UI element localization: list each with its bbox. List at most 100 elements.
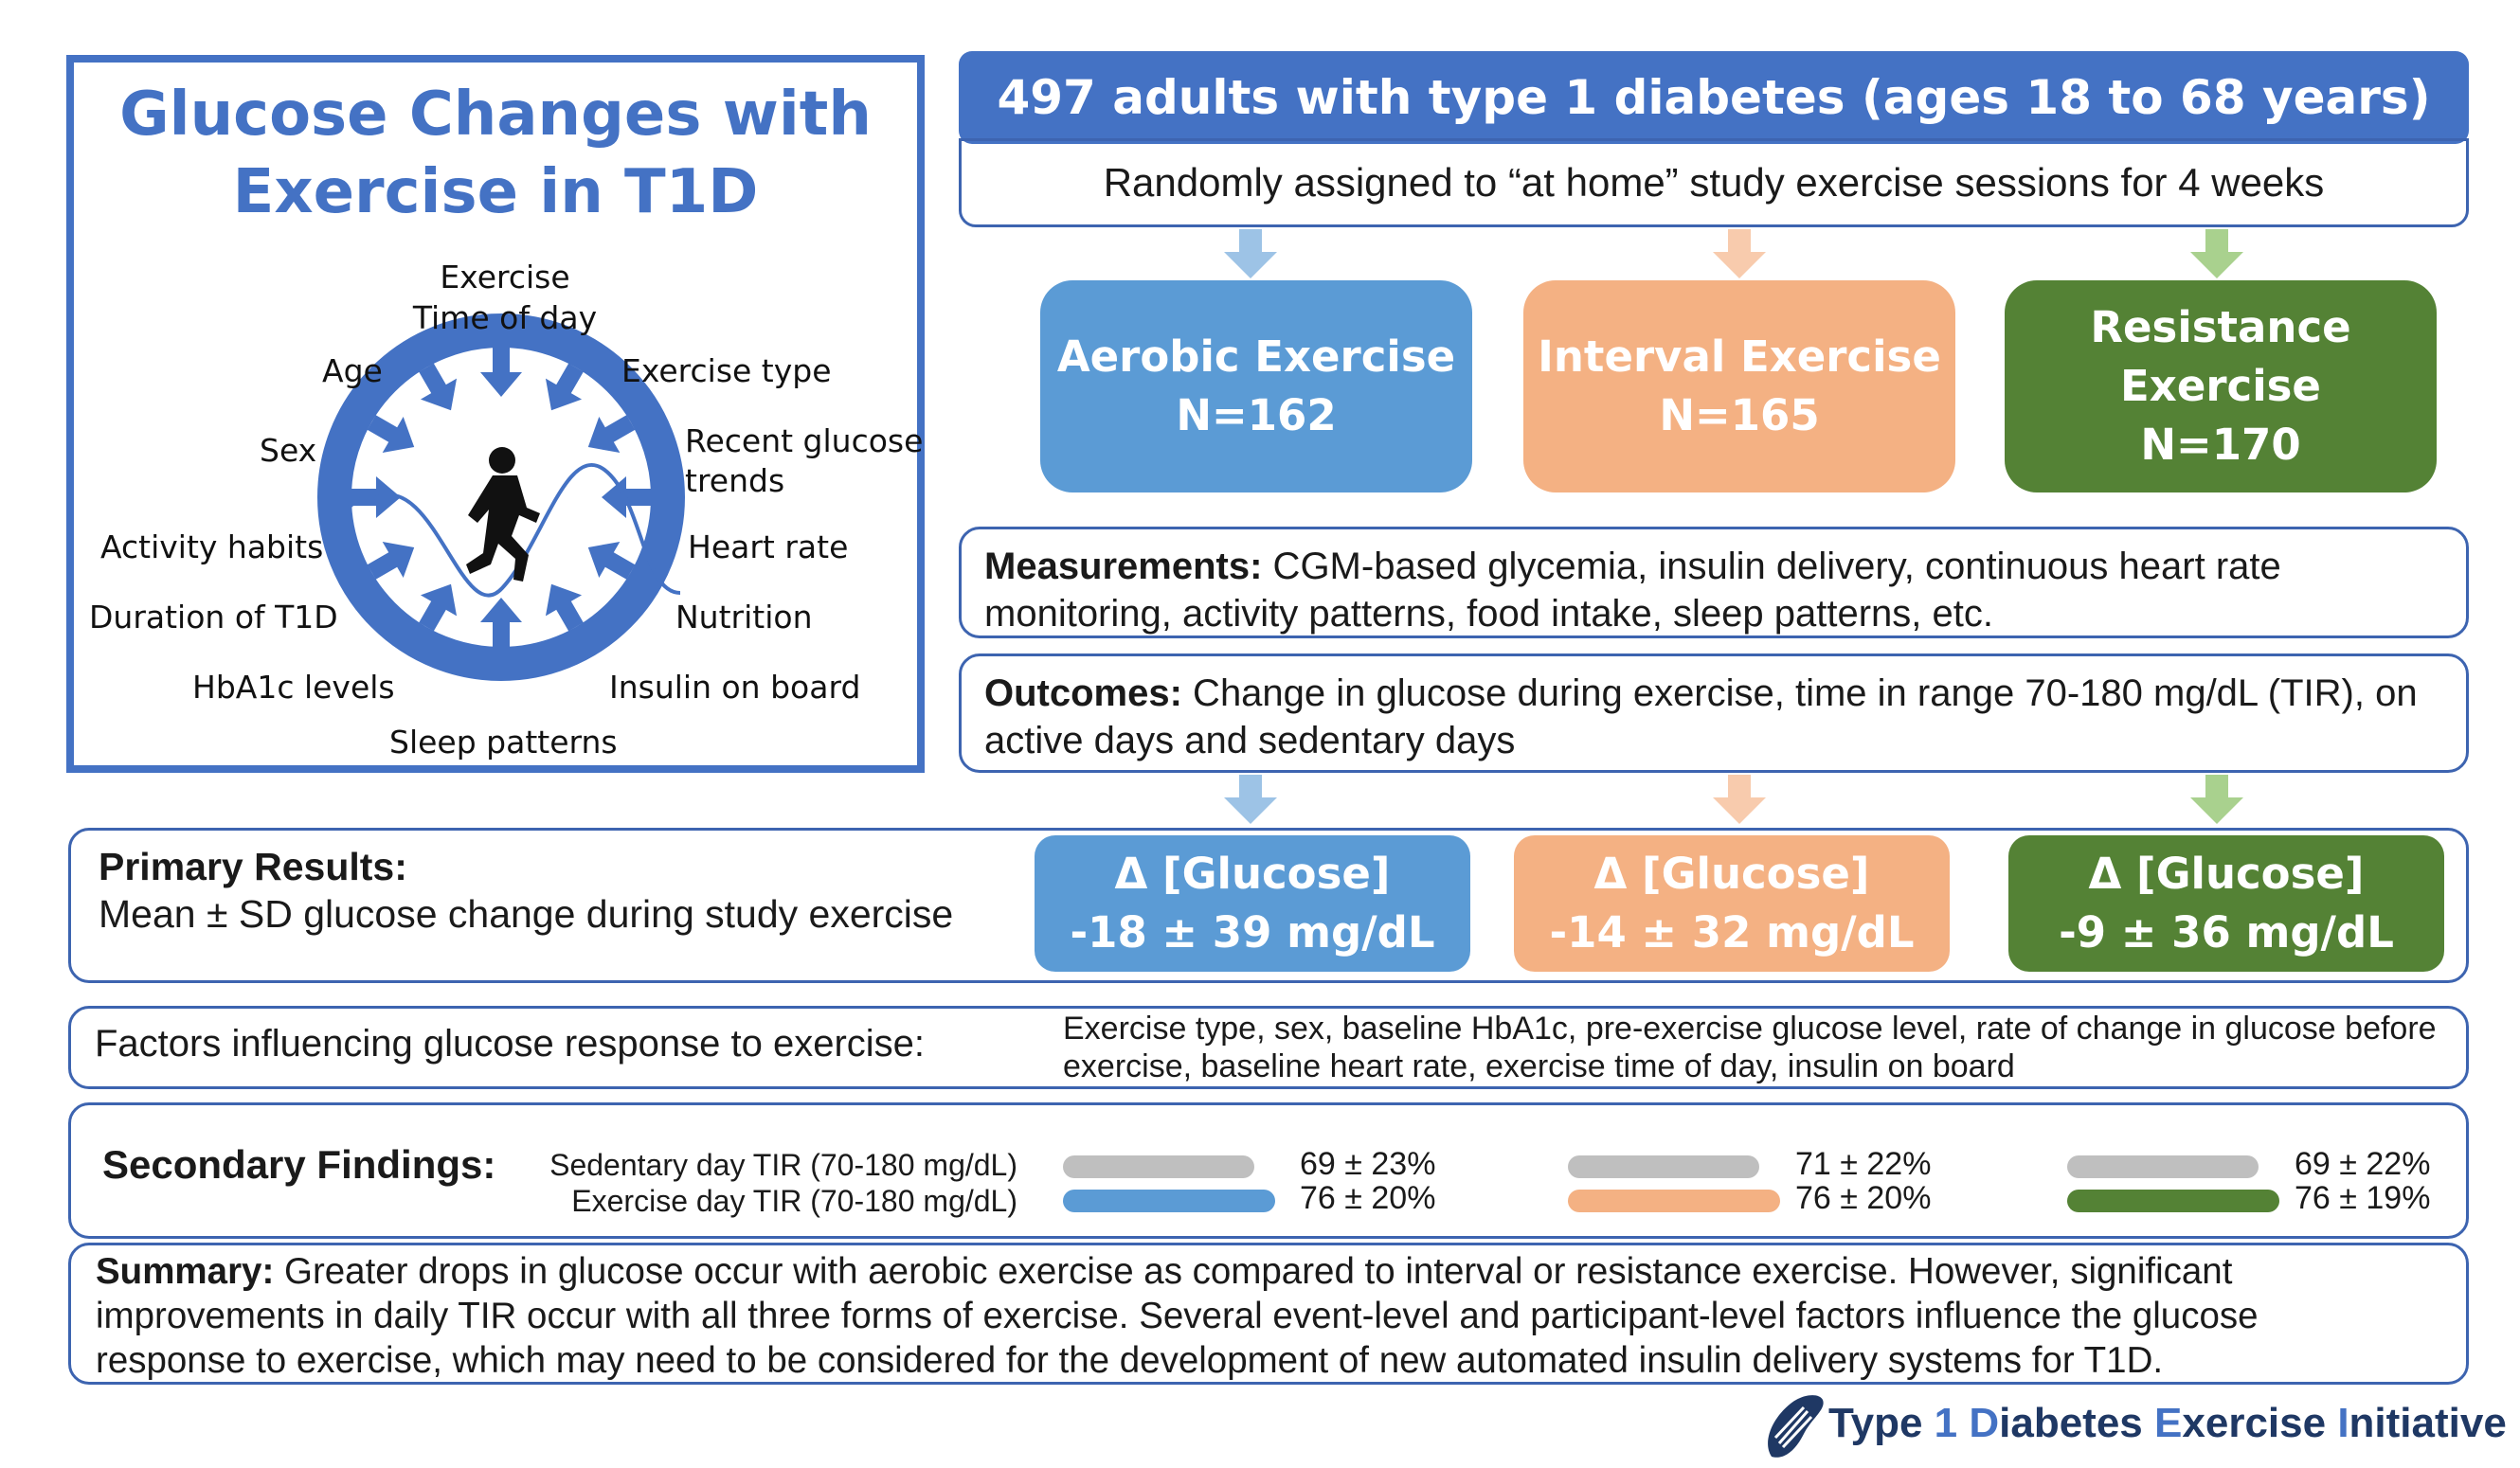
- summary-line1: Greater drops in glucose occur with aero…: [274, 1251, 2233, 1292]
- primary-results-label: Primary Results:: [99, 845, 407, 888]
- factor-duration: Duration of T1D: [89, 599, 338, 636]
- factor-time-of-day: Time of day: [412, 299, 598, 336]
- arrow-down-resistance: [2190, 229, 2243, 278]
- factors-list-line2: exercise, baseline heart rate, exercise …: [1063, 1048, 2015, 1084]
- arm-resistance: Resistance Exercise N=170: [2005, 280, 2437, 492]
- bar-interval-sedentary: [1568, 1155, 1759, 1178]
- result-interval: Δ [Glucose] -14 ± 32 mg/dL: [1514, 835, 1950, 972]
- factor-activity-habits: Activity habits: [100, 528, 324, 565]
- result-resistance: Δ [Glucose] -9 ± 36 mg/dL: [2008, 835, 2444, 972]
- factor-insulin: Insulin on board: [609, 669, 861, 706]
- arm-interval: Interval Exercise N=165: [1523, 280, 1955, 492]
- arm-resistance-n: N=170: [2140, 420, 2301, 470]
- stat-resistance-sedentary: 69 ± 22%: [2295, 1146, 2431, 1182]
- measurements-label: Measurements:: [984, 546, 1263, 587]
- factor-sex: Sex: [260, 432, 317, 469]
- exercise-label: Exercise day TIR (70-180 mg/dL): [571, 1184, 1017, 1218]
- bar-interval-exercise: [1568, 1190, 1780, 1212]
- factor-exercise-type: Exercise type: [621, 352, 832, 389]
- outcomes-label: Outcomes:: [984, 672, 1182, 714]
- logo-word-nitiative: nitiative: [2349, 1400, 2507, 1446]
- study-header: 497 adults with type 1 diabetes (ages 18…: [959, 51, 2469, 144]
- sedentary-label: Sedentary day TIR (70-180 mg/dL): [549, 1148, 1017, 1182]
- arm-resistance-name-1: Resistance: [2090, 302, 2351, 352]
- panel-title: Glucose Changes with Exercise in T1D: [74, 76, 917, 231]
- logo-text: Type 1 Diabetes Exercise Initiative: [1828, 1400, 2507, 1447]
- arm-resistance-name-2: Exercise: [2120, 361, 2321, 411]
- arm-aerobic: Aerobic Exercise N=162: [1040, 280, 1472, 492]
- primary-results-text: Primary Results: Mean ± SD glucose chang…: [99, 843, 953, 938]
- factors-list-line1: Exercise type, sex, baseline HbA1c, pre-…: [1063, 1011, 2437, 1047]
- logo-letter-d: D: [1969, 1400, 2000, 1446]
- factor-nutrition: Nutrition: [675, 599, 813, 636]
- logo-word-type: Type: [1828, 1400, 1935, 1446]
- factor-recent-glucose-1: Recent glucose: [685, 422, 924, 459]
- arrow-down-aerobic-2: [1224, 775, 1277, 824]
- stat-interval-sedentary: 71 ± 22%: [1795, 1146, 1932, 1182]
- factor-hba1c: HbA1c levels: [192, 669, 395, 706]
- summary-box: Summary: Greater drops in glucose occur …: [68, 1243, 2469, 1385]
- summary-line2: improvements in daily TIR occur with all…: [96, 1296, 2259, 1336]
- stat-aerobic-exercise: 76 ± 20%: [1300, 1180, 1436, 1216]
- summary-line3: response to exercise, which may need to …: [96, 1340, 2164, 1381]
- clock-diagram: [317, 313, 685, 681]
- inward-arrow: [419, 363, 458, 411]
- arrow-down-interval: [1713, 229, 1766, 278]
- factors-box: [68, 1006, 2469, 1089]
- factor-sleep: Sleep patterns: [389, 724, 618, 761]
- logo-letter-e: E: [2154, 1400, 2183, 1446]
- inward-arrow: [480, 598, 522, 647]
- stat-interval-exercise: 76 ± 20%: [1795, 1180, 1932, 1216]
- assignment-box: Randomly assigned to “at home” study exe…: [959, 138, 2469, 227]
- logo-word-xercise: xercise: [2182, 1400, 2338, 1446]
- bar-aerobic-exercise: [1063, 1190, 1275, 1212]
- factor-exercise-time: Exercise: [439, 258, 571, 297]
- inward-arrow: [545, 583, 584, 632]
- factors-label: Factors influencing glucose response to …: [95, 1023, 926, 1065]
- stat-aerobic-sedentary: 69 ± 23%: [1300, 1146, 1436, 1182]
- factor-recent-glucose-2: trends: [685, 462, 785, 499]
- summary-label: Summary:: [96, 1251, 275, 1292]
- panel-title-line1: Glucose Changes with: [119, 80, 872, 150]
- outcomes-box: Outcomes: Change in glucose during exerc…: [959, 653, 2469, 773]
- glucose-curve-left: [347, 495, 376, 510]
- measurements-box: Measurements: CGM-based glycemia, insuli…: [959, 527, 2469, 638]
- arm-aerobic-name: Aerobic Exercise: [1056, 331, 1456, 382]
- glucose-curve: [374, 462, 681, 598]
- measurements-text-2: monitoring, activity patterns, food inta…: [984, 593, 1993, 635]
- result-interval-value: -14 ± 32 mg/dL: [1549, 907, 1915, 958]
- inward-arrow: [587, 415, 636, 454]
- logo-word-iabetes: iabetes: [1999, 1400, 2155, 1446]
- stat-resistance-exercise: 76 ± 19%: [2295, 1180, 2431, 1216]
- measurements-text-1: CGM-based glycemia, insulin delivery, co…: [1262, 546, 2281, 587]
- result-resistance-label: Δ [Glucose]: [2088, 849, 2365, 899]
- inward-arrow: [480, 348, 522, 397]
- arm-aerobic-n: N=162: [1176, 390, 1337, 440]
- inward-arrow: [545, 363, 584, 411]
- arm-interval-name: Interval Exercise: [1538, 331, 1941, 382]
- primary-results-desc: Mean ± SD glucose change during study ex…: [99, 892, 954, 936]
- outcomes-text-2: active days and sedentary days: [984, 720, 1516, 761]
- secondary-label: Secondary Findings:: [102, 1142, 496, 1187]
- inward-arrow: [367, 541, 415, 580]
- bar-aerobic-sedentary: [1063, 1155, 1254, 1178]
- result-aerobic: Δ [Glucose] -18 ± 39 mg/dL: [1035, 835, 1470, 972]
- clock-ring: [317, 313, 685, 681]
- arrow-down-interval-2: [1713, 775, 1766, 824]
- factor-exercise-time-line1: Exercise: [440, 259, 570, 295]
- factors-panel: Glucose Changes with Exercise in T1D Exe…: [66, 55, 925, 773]
- factor-age: Age: [322, 352, 383, 389]
- bar-resistance-sedentary: [2067, 1155, 2259, 1178]
- result-aerobic-value: -18 ± 39 mg/dL: [1070, 907, 1435, 958]
- bar-resistance-exercise: [2067, 1190, 2279, 1212]
- shoe-logo-icon: [1768, 1395, 1824, 1458]
- result-resistance-value: -9 ± 36 mg/dL: [2059, 907, 2394, 958]
- logo-word-1: 1: [1934, 1400, 1970, 1446]
- factor-heart-rate: Heart rate: [688, 528, 849, 565]
- runner-icon: [466, 447, 540, 582]
- arm-interval-n: N=165: [1659, 390, 1820, 440]
- arrow-down-resistance-2: [2190, 775, 2243, 824]
- factors-list: Exercise type, sex, baseline HbA1c, pre-…: [1063, 1010, 2437, 1085]
- result-aerobic-label: Δ [Glucose]: [1114, 849, 1391, 899]
- logo-letter-i: I: [2337, 1400, 2349, 1446]
